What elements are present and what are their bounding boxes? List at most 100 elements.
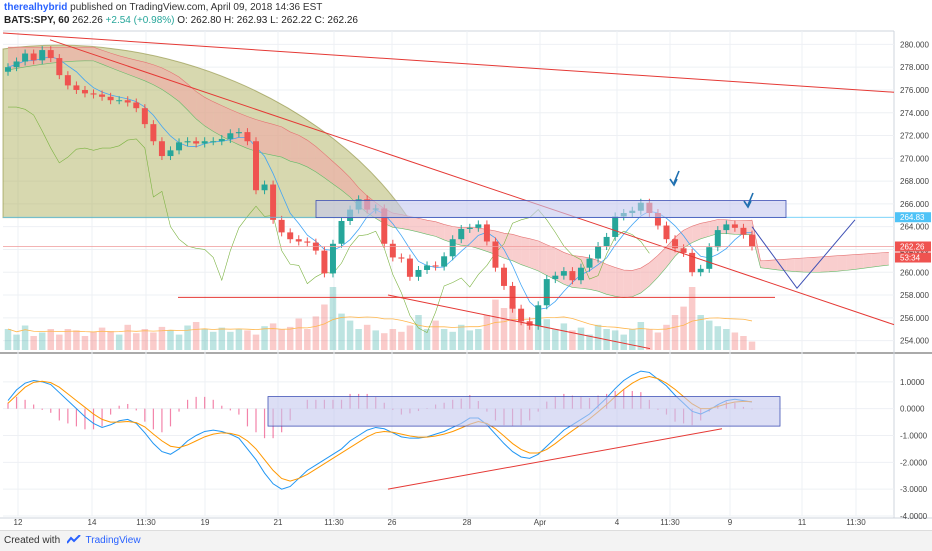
price-tick-label: 258.000 [900, 291, 929, 300]
candle-body [449, 239, 456, 257]
ichimoku-cloud-segment [290, 131, 299, 164]
ichimoku-cloud-segment [598, 260, 607, 295]
candle-body [441, 256, 448, 267]
ichimoku-cloud-segment [418, 218, 428, 235]
volume-bar [449, 331, 456, 350]
price-badge-label: 264.83 [900, 213, 925, 222]
volume-bar [457, 324, 465, 350]
ichimoku-cloud-segment [341, 169, 351, 198]
volume-bar [629, 329, 636, 350]
volume-bar [235, 329, 243, 350]
signal-line [7, 375, 753, 482]
macd-tick-label: -3.0000 [900, 485, 928, 494]
macd-line [7, 370, 753, 490]
volume-bar [705, 320, 713, 350]
volume-bar [158, 326, 166, 350]
candle-body [406, 258, 413, 277]
candle-body [654, 213, 661, 226]
created-with-label: Created with [4, 535, 61, 546]
time-tick-label: 9 [728, 518, 733, 527]
candle-body [47, 50, 54, 59]
volume-bar [184, 325, 191, 350]
volume-bar [748, 341, 756, 350]
volume-bar [286, 326, 294, 350]
tradingview-logo-icon [66, 535, 81, 544]
price-badge-label: 262.26 [900, 243, 925, 252]
volume-bar [714, 326, 722, 350]
candle-body [492, 241, 499, 268]
symbol-label: BATS:SPY, 60 [4, 15, 70, 26]
candle-body [218, 138, 225, 142]
candle-body [731, 224, 738, 228]
candle-body [329, 243, 336, 274]
candle-body [304, 241, 311, 243]
ichimoku-cloud-segment [153, 64, 162, 90]
candle-body [483, 224, 490, 242]
candle-body [124, 100, 131, 103]
candle-body [603, 236, 610, 247]
volume-bar [415, 315, 422, 350]
price-tick-label: 268.000 [900, 177, 929, 186]
volume-bar [363, 324, 371, 350]
macd-divergence-line [387, 428, 723, 490]
volume-bar [509, 305, 516, 350]
volume-bar [13, 334, 20, 350]
volume-bar [389, 329, 397, 350]
volume-bar [150, 332, 157, 350]
time-tick-label: 28 [463, 518, 472, 527]
volume-bar [654, 332, 662, 350]
volume-bar [115, 334, 123, 350]
candle-body [278, 219, 285, 233]
candle-body [466, 227, 473, 229]
candle-body [107, 96, 114, 101]
ichimoku-cloud-segment [692, 223, 701, 243]
macd-tick-label: -2.0000 [900, 458, 928, 467]
price-tick-label: 270.000 [900, 154, 929, 163]
volume-bar [355, 329, 362, 350]
volume-bar [381, 333, 388, 350]
publish-info: therealhybrid published on TradingView.c… [4, 2, 322, 13]
volume-bar [697, 315, 704, 350]
annotation-arrow-icon [747, 192, 754, 206]
ichimoku-cloud-segment [820, 256, 829, 273]
macd-tick-label: -4.0000 [900, 512, 928, 521]
price-tick-label: 254.000 [900, 337, 929, 346]
ichimoku-cloud-segment [298, 135, 308, 167]
volume-bar [466, 330, 474, 350]
candle-body [201, 141, 208, 144]
published-text: published on TradingView.com, April 09, … [70, 2, 323, 13]
volume-bar [475, 329, 482, 350]
candle-body [184, 141, 191, 143]
author-link[interactable]: therealhybrid [4, 2, 68, 13]
ichimoku-cloud-segment [401, 214, 410, 231]
volume-bar [30, 336, 37, 350]
candle-body [706, 247, 713, 269]
volume-bar [73, 330, 80, 350]
chart-canvas[interactable]: 254.000256.000258.000260.000262.000264.0… [0, 0, 932, 530]
ichimoku-cloud-segment [187, 84, 197, 119]
candle-body [13, 61, 20, 68]
ichimoku-cloud-segment [204, 97, 214, 132]
volume-ma-line [7, 316, 753, 333]
candle-body [663, 225, 670, 240]
low-value: L: 262.22 [270, 15, 312, 26]
candle-body [518, 308, 525, 322]
candle-body [73, 85, 80, 90]
ichimoku-cloud-segment [307, 140, 316, 172]
time-tick-label: 14 [88, 518, 97, 527]
volume-bar [543, 319, 551, 350]
volume-bar [252, 334, 260, 350]
ichimoku-cloud-segment [546, 244, 556, 280]
candle-body [39, 50, 46, 61]
ichimoku-cloud-segment [315, 146, 325, 178]
tradingview-brand[interactable]: TradingView [85, 535, 141, 546]
price-badge-bg [895, 241, 931, 252]
candle-body [261, 184, 268, 191]
volume-bar [740, 336, 747, 350]
volume-bar [278, 329, 285, 350]
ichimoku-cloud-segment [863, 253, 872, 269]
price-tick-label: 274.000 [900, 109, 929, 118]
cloud-span-a [8, 46, 889, 271]
price-badge-label: 53:34 [900, 254, 921, 263]
ichimoku-cloud-segment [794, 258, 804, 273]
